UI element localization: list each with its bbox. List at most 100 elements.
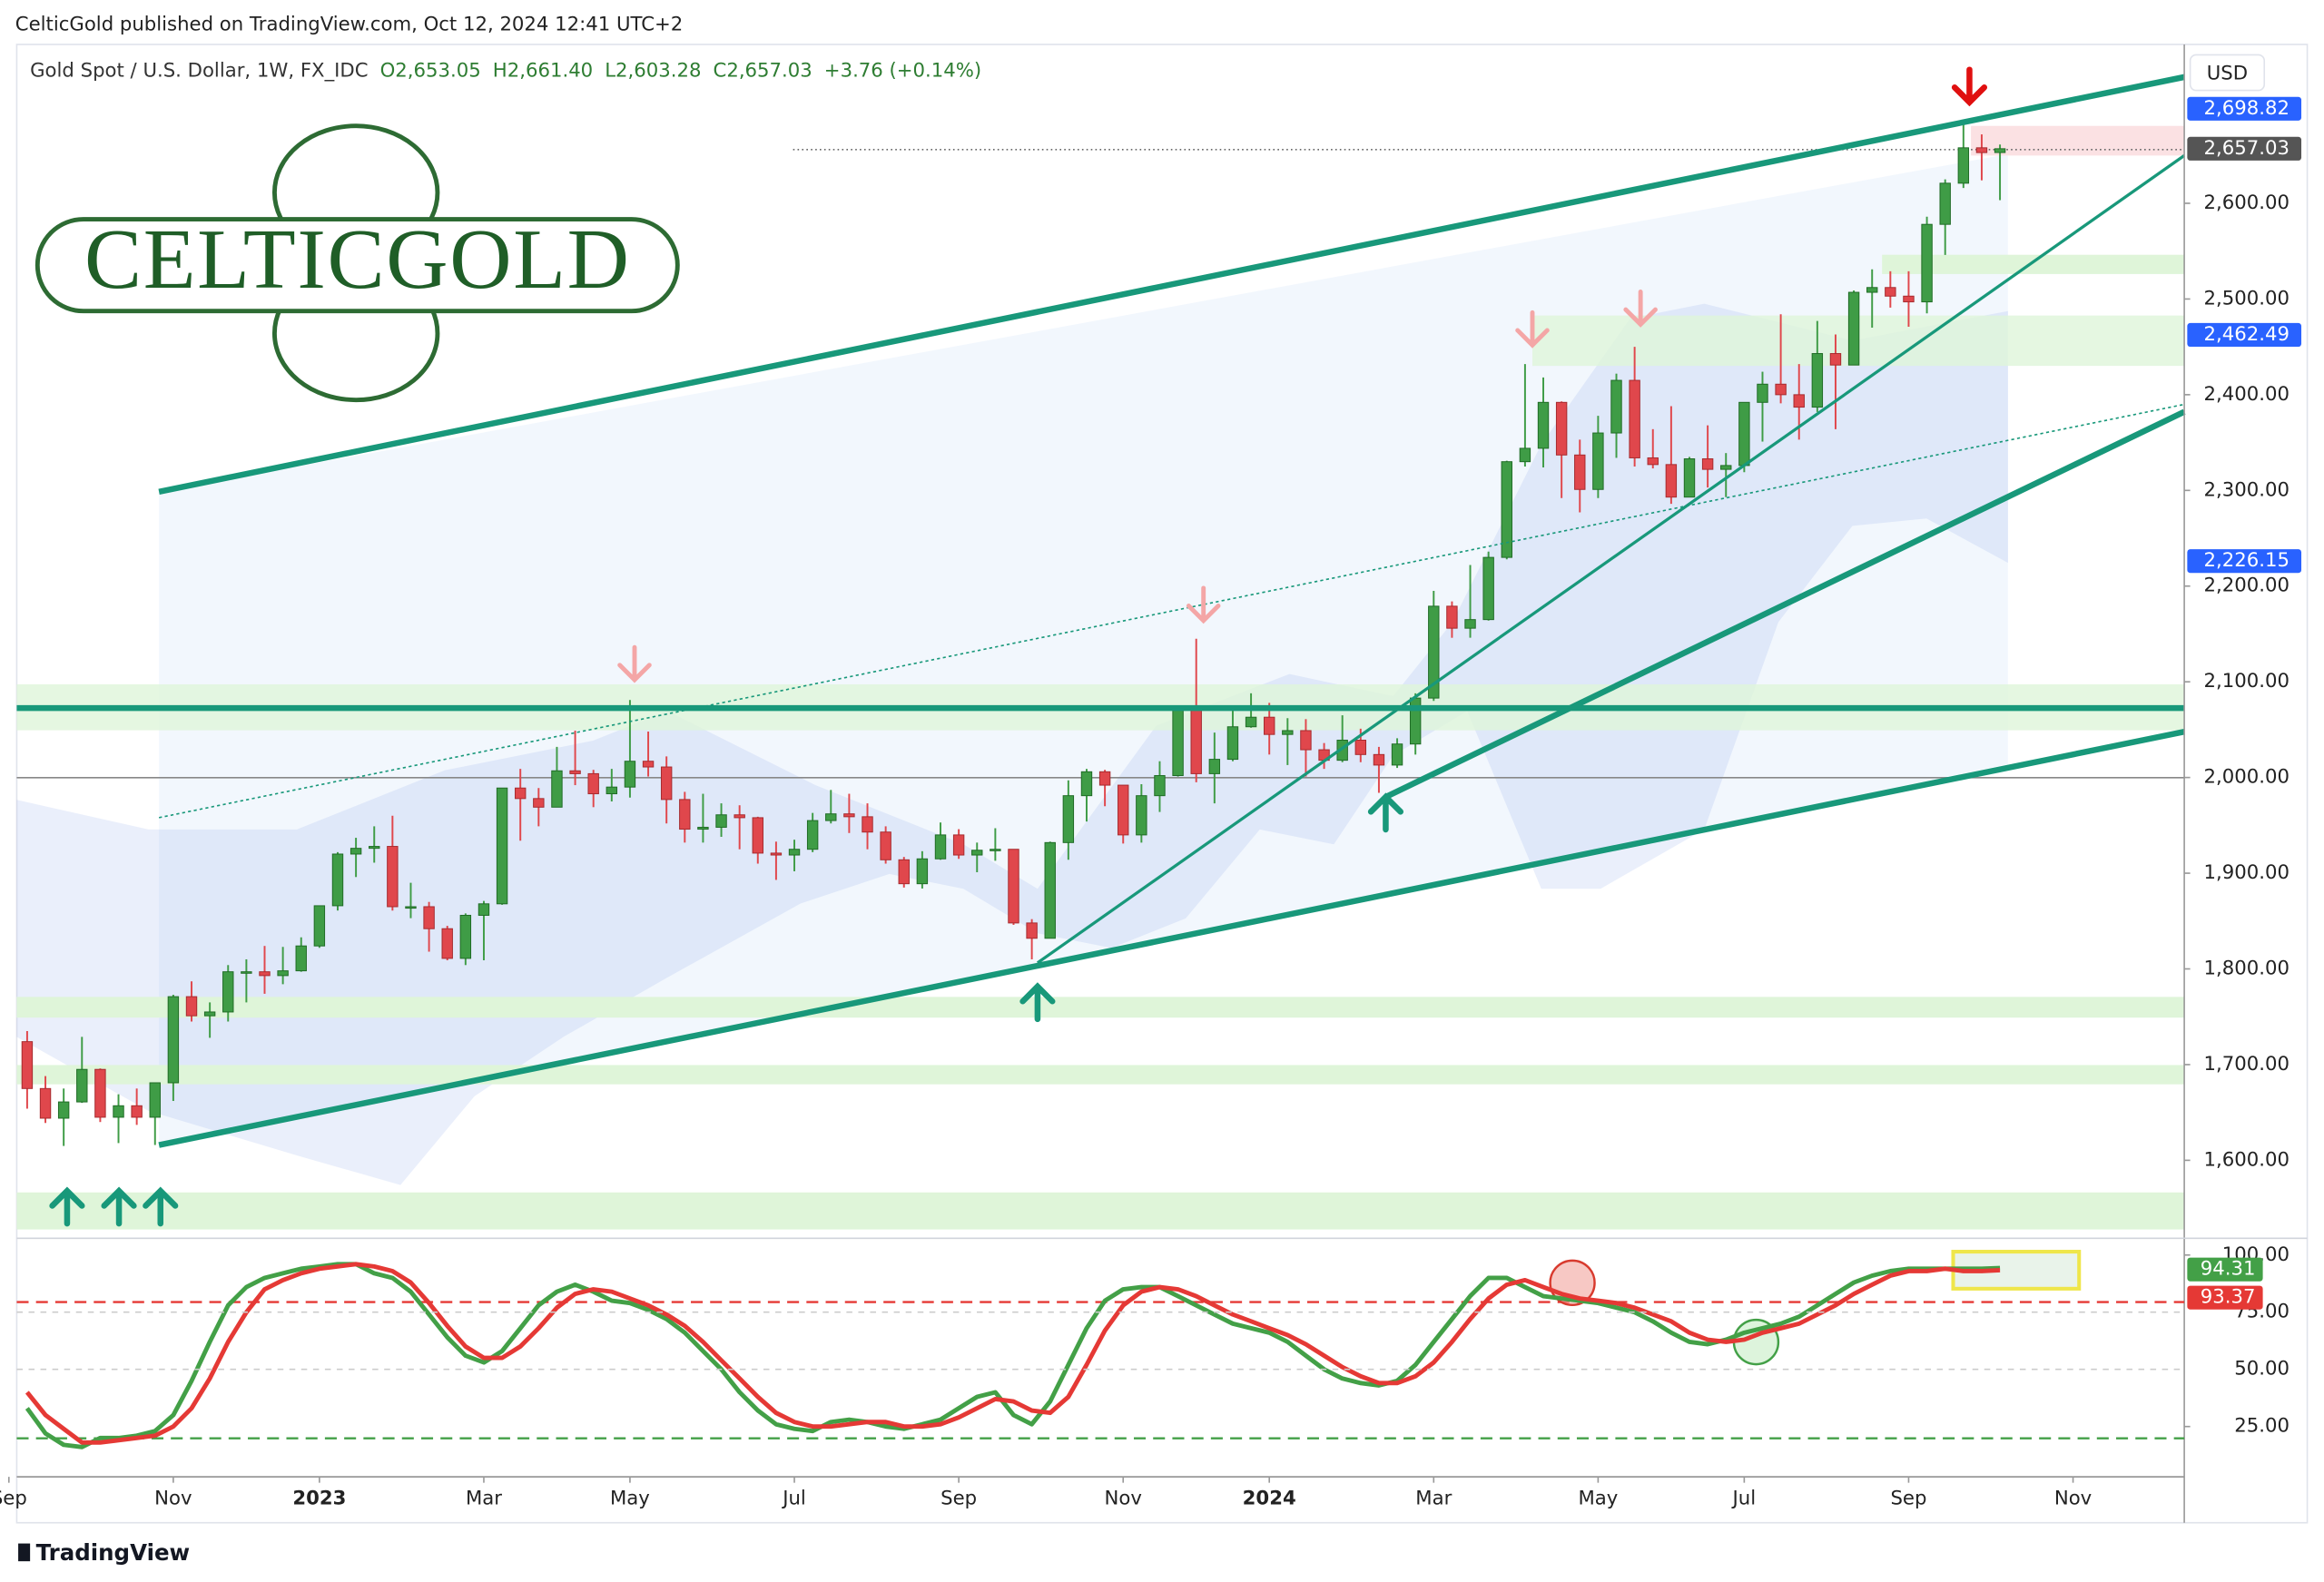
candle-body: [331, 853, 344, 907]
candle-body: [1354, 740, 1367, 755]
trendline: [158, 729, 2185, 1148]
candle-body: [660, 766, 673, 801]
arrow: [49, 1186, 85, 1227]
candle-body: [1464, 619, 1476, 629]
arrow: [1367, 792, 1404, 833]
trendlines: [16, 74, 2186, 1148]
x-tick-label: Nov: [1105, 1488, 1142, 1510]
candle-body: [1519, 447, 1531, 463]
y-tick-label: 2,600.00: [2204, 192, 2290, 214]
candle-body: [496, 787, 508, 905]
candle-body: [990, 849, 1001, 851]
candle-body: [1226, 726, 1239, 761]
price-tag: [2187, 136, 2302, 161]
candle-body: [788, 849, 801, 856]
candle-body: [551, 770, 563, 808]
legend: Gold Spot / U.S. Dollar, 1W, FX_IDC O2,65…: [30, 59, 981, 82]
candle-body: [1921, 223, 1933, 303]
legend-value: O2,653.05: [380, 59, 481, 82]
candle-body: [1683, 458, 1696, 498]
candle-body: [1811, 353, 1824, 408]
candle-body: [1701, 458, 1714, 470]
candle-body: [21, 1041, 34, 1089]
candle-body: [843, 813, 855, 818]
candle-body: [1665, 464, 1678, 498]
value-tag: [2187, 1285, 2263, 1310]
x-tick-label: Jul: [781, 1488, 806, 1510]
candle-body: [1939, 182, 1951, 225]
logo-text: CELTICGOLD: [84, 212, 631, 307]
x-tick-label: Sep: [1890, 1488, 1926, 1510]
candle-body: [1263, 716, 1275, 735]
candle-body: [1537, 401, 1550, 449]
arrow: [1019, 982, 1056, 1023]
candle-body: [94, 1068, 106, 1118]
candle-body: [642, 761, 655, 768]
candle-body: [697, 826, 709, 830]
candle-body: [1172, 708, 1184, 777]
arrow: [101, 1186, 137, 1227]
candle-body: [185, 996, 198, 1017]
y-tick-label: 2,300.00: [2204, 478, 2290, 501]
legend-value: H2,661.40: [493, 59, 593, 82]
currency: USD: [2207, 63, 2248, 85]
down-arrows: [617, 290, 1658, 683]
zone: [1882, 254, 2185, 274]
candle-body: [167, 996, 180, 1084]
candle-body: [1080, 771, 1093, 797]
legend-value: C2,657.03: [714, 59, 812, 82]
x-tick-label: Mar: [1415, 1488, 1452, 1510]
candle-body: [1829, 353, 1842, 366]
up-arrows: [49, 792, 1404, 1227]
brand-icon: [18, 1543, 31, 1562]
x-tick-label: 2023: [292, 1488, 346, 1510]
candle-body: [971, 850, 983, 856]
price-tag-label: 2,698.82: [2204, 97, 2290, 120]
frame: [15, 44, 2309, 1524]
candles: [21, 122, 2006, 1146]
candle-body: [459, 914, 472, 959]
candle-body: [679, 799, 691, 830]
channel-shade: [159, 153, 2008, 1145]
zone: [16, 1192, 2185, 1230]
y-tick-label: 1,600.00: [2204, 1148, 2290, 1171]
candle-body: [1245, 716, 1257, 728]
candle-body: [1062, 795, 1075, 843]
y-tick-label: 2,100.00: [2204, 670, 2290, 693]
candle-body: [222, 971, 234, 1013]
candle-body: [1482, 556, 1494, 621]
trendline: [1384, 408, 2186, 800]
candle-body: [952, 834, 965, 856]
candle-body: [313, 905, 326, 947]
zone: [1971, 125, 2185, 156]
candle-body: [1885, 287, 1896, 297]
candle-body: [606, 786, 618, 795]
candle-body: [57, 1101, 70, 1119]
y-tick-label: 1,900.00: [2204, 861, 2290, 884]
zone: [16, 1065, 2185, 1085]
candle-body: [1300, 730, 1312, 751]
candle-body: [1428, 605, 1440, 699]
arrow: [1623, 290, 1658, 328]
candle-body: [1136, 795, 1147, 836]
candle-body: [862, 816, 873, 833]
candle-body: [259, 971, 271, 977]
trendline: [158, 403, 2185, 819]
zone: [16, 997, 2185, 1018]
candle-body: [1574, 454, 1586, 490]
candle-body: [1118, 784, 1129, 836]
candle-body: [149, 1082, 161, 1118]
candle-body: [1026, 922, 1038, 939]
candle-body: [1044, 841, 1056, 939]
candle-body: [734, 814, 745, 819]
y-tick-label: 2,000.00: [2204, 766, 2290, 789]
candle-body: [387, 846, 399, 908]
currency-box: [2189, 54, 2266, 92]
candle-body: [1847, 291, 1860, 366]
trendline: [1036, 154, 2186, 965]
candle-body: [1098, 771, 1111, 786]
arrow: [1515, 310, 1550, 349]
candle-body: [880, 831, 891, 860]
brand-logo: TradingView: [18, 1539, 190, 1566]
